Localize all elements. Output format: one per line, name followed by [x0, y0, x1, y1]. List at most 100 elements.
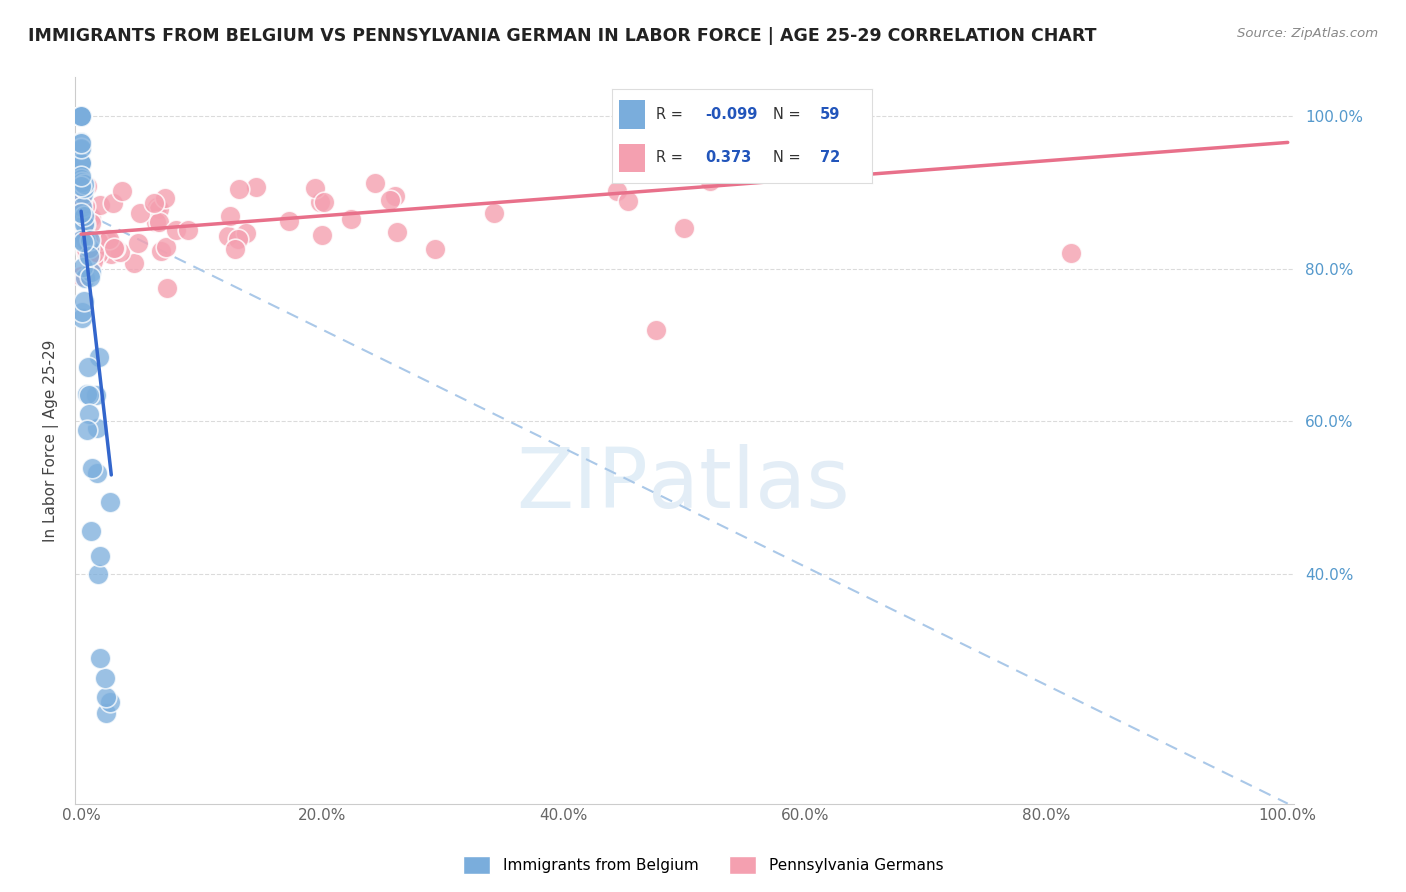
Point — [76, 179, 98, 194]
Point — [73, 270, 96, 285]
Point — [86, 566, 108, 581]
Point — [304, 181, 326, 195]
Point — [384, 189, 406, 203]
Point — [72, 175, 94, 189]
Point — [70, 156, 93, 170]
Point — [76, 387, 98, 401]
Point — [224, 242, 246, 256]
Y-axis label: In Labor Force | Age 25-29: In Labor Force | Age 25-29 — [44, 339, 59, 541]
Point — [73, 181, 96, 195]
Point — [73, 177, 96, 191]
Point — [70, 210, 93, 224]
Point — [72, 229, 94, 244]
Point — [70, 109, 93, 123]
Point — [89, 350, 111, 364]
Point — [94, 706, 117, 720]
Point — [72, 187, 94, 202]
Text: -0.099: -0.099 — [706, 107, 758, 122]
Point — [72, 200, 94, 214]
Point — [70, 109, 93, 123]
Point — [70, 109, 93, 123]
Point — [82, 461, 104, 475]
Point — [702, 153, 724, 168]
Point — [73, 234, 96, 248]
Point — [364, 176, 387, 190]
Point — [108, 245, 131, 260]
Point — [155, 240, 177, 254]
Point — [70, 154, 93, 169]
Point — [1059, 246, 1081, 260]
Point — [340, 212, 363, 227]
Point — [606, 184, 628, 198]
Point — [699, 174, 721, 188]
Point — [378, 193, 401, 207]
Point — [70, 142, 93, 156]
Point — [72, 209, 94, 223]
Point — [645, 323, 668, 337]
Point — [70, 109, 93, 123]
Point — [143, 195, 166, 210]
Point — [82, 254, 104, 268]
Bar — [620, 144, 645, 171]
Point — [86, 388, 108, 402]
Point — [70, 109, 93, 123]
Point — [617, 194, 640, 208]
Text: R =: R = — [655, 107, 688, 122]
Point — [79, 210, 101, 224]
Point — [75, 244, 97, 259]
Point — [72, 235, 94, 249]
Point — [217, 229, 239, 244]
Point — [86, 421, 108, 435]
Text: ZIP: ZIP — [516, 443, 648, 524]
Text: Source: ZipAtlas.com: Source: ZipAtlas.com — [1237, 27, 1378, 40]
Point — [87, 247, 110, 261]
Point — [70, 136, 93, 150]
Text: R =: R = — [655, 150, 688, 165]
Point — [129, 206, 152, 220]
Point — [127, 235, 149, 250]
Point — [70, 305, 93, 319]
Point — [75, 243, 97, 257]
Point — [111, 184, 134, 198]
Point — [70, 171, 93, 186]
Bar — [620, 101, 645, 128]
Point — [80, 524, 103, 538]
Point — [100, 247, 122, 261]
Point — [98, 695, 121, 709]
Point — [89, 198, 111, 212]
Point — [311, 228, 333, 243]
Point — [104, 241, 127, 255]
Point — [148, 202, 170, 216]
Text: 72: 72 — [820, 150, 839, 165]
Point — [75, 236, 97, 251]
Point — [70, 233, 93, 247]
Point — [73, 293, 96, 308]
Text: 59: 59 — [820, 107, 839, 122]
Point — [103, 195, 125, 210]
Point — [70, 179, 93, 194]
Point — [153, 191, 176, 205]
Point — [70, 194, 93, 208]
Point — [124, 255, 146, 269]
Point — [77, 407, 100, 421]
Point — [278, 214, 301, 228]
Point — [72, 183, 94, 197]
Point — [423, 242, 446, 256]
Point — [72, 260, 94, 274]
Text: N =: N = — [773, 150, 806, 165]
Point — [98, 232, 121, 246]
Point — [96, 690, 118, 704]
Point — [77, 249, 100, 263]
Point — [145, 215, 167, 229]
Point — [73, 218, 96, 232]
Point — [314, 194, 336, 209]
Point — [84, 245, 107, 260]
Point — [228, 182, 250, 196]
Point — [103, 242, 125, 256]
Point — [72, 229, 94, 244]
Point — [70, 109, 93, 123]
Point — [73, 199, 96, 213]
Point — [89, 240, 111, 254]
Point — [146, 201, 169, 215]
Point — [83, 246, 105, 260]
